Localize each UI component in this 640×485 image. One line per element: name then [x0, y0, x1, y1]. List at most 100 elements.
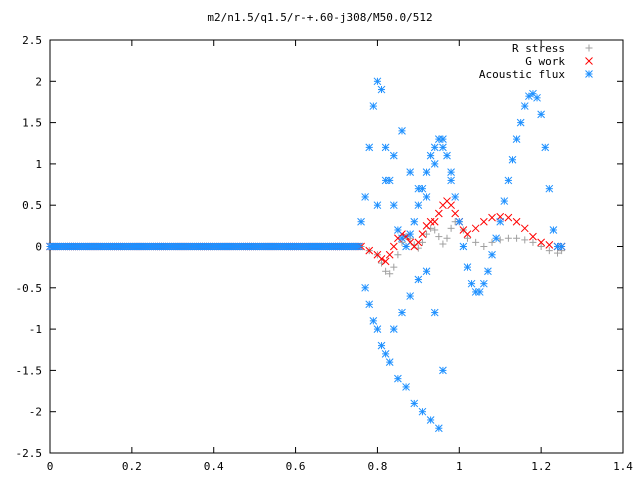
x-tick-label: 1 — [456, 460, 463, 473]
data-point — [529, 238, 537, 246]
data-point — [439, 135, 447, 143]
data-point — [365, 246, 374, 255]
data-point — [377, 85, 386, 94]
legend-label: R stress — [512, 42, 565, 55]
data-point — [381, 350, 390, 358]
data-point — [394, 251, 402, 259]
data-point — [488, 238, 496, 246]
data-point — [422, 168, 431, 177]
y-tick-label: 1 — [35, 158, 42, 171]
data-point — [423, 230, 431, 238]
data-point — [451, 193, 460, 201]
data-point — [422, 193, 431, 201]
x-tick-label: 0 — [47, 460, 54, 473]
data-point — [390, 263, 398, 271]
data-point — [402, 383, 410, 391]
x-tick-label: 0.4 — [204, 460, 224, 473]
data-point — [414, 184, 423, 193]
data-point — [520, 224, 529, 233]
data-point — [443, 234, 451, 242]
data-point — [500, 197, 509, 205]
y-tick-label: -2.5 — [16, 447, 43, 460]
data-point — [504, 176, 513, 185]
legend-marker — [585, 70, 593, 78]
data-point — [406, 292, 415, 300]
data-point — [431, 226, 439, 234]
data-point — [439, 366, 447, 375]
x-tick-label: 1.4 — [613, 460, 633, 473]
data-point — [463, 263, 472, 272]
data-point — [410, 399, 419, 408]
data-point — [488, 213, 496, 222]
y-axis-ticks: -2.5 -2 -1.5 -1 -0.5 0 0.5 1 1.5 2 2.5 — [16, 34, 623, 460]
y-tick-label: 1.5 — [22, 117, 42, 130]
data-point — [427, 224, 435, 232]
data-point — [541, 143, 550, 152]
data-point — [418, 238, 426, 246]
data-point — [426, 416, 435, 424]
data-point — [389, 325, 398, 333]
data-point — [512, 217, 521, 226]
data-point — [504, 234, 512, 242]
x-tick-label: 0.2 — [122, 460, 142, 473]
y-tick-label: -1.5 — [16, 364, 43, 377]
y-tick-label: -0.5 — [16, 282, 43, 295]
data-point — [398, 308, 406, 317]
data-point — [426, 151, 435, 160]
y-tick-label: 2 — [35, 75, 42, 88]
data-point — [386, 270, 394, 278]
series-acoustic-flux — [46, 77, 566, 433]
data-point — [434, 209, 443, 218]
data-point — [406, 230, 415, 238]
data-point — [382, 267, 390, 275]
data-point — [459, 242, 468, 251]
data-point — [361, 193, 370, 201]
data-point — [475, 288, 484, 296]
data-point — [410, 241, 418, 249]
x-axis-ticks: 0 0.2 0.4 0.6 0.8 1 1.2 1.4 — [47, 40, 633, 473]
legend-marker — [585, 57, 593, 65]
data-point — [389, 201, 398, 210]
data-point — [512, 135, 521, 143]
data-point — [385, 358, 394, 366]
data-point — [447, 176, 455, 185]
data-point — [508, 155, 517, 164]
data-point — [488, 250, 496, 259]
data-point — [414, 275, 423, 284]
data-point — [467, 279, 476, 288]
data-point — [418, 230, 427, 238]
data-point — [554, 249, 562, 257]
data-point — [504, 213, 513, 222]
data-point — [557, 242, 566, 251]
data-point — [537, 243, 545, 250]
data-point — [426, 217, 435, 226]
data-point — [521, 236, 529, 244]
data-point — [545, 247, 553, 255]
data-point — [430, 143, 439, 152]
data-point — [430, 308, 439, 317]
data-point — [389, 151, 398, 160]
data-point — [377, 255, 386, 263]
data-point — [414, 238, 423, 247]
data-point — [513, 234, 521, 242]
data-point — [545, 240, 554, 249]
data-point — [369, 102, 378, 110]
y-tick-label: 2.5 — [22, 34, 42, 47]
data-point — [406, 168, 415, 177]
data-point — [451, 209, 460, 218]
data-point — [480, 243, 488, 250]
data-point — [414, 201, 423, 210]
data-point — [484, 267, 492, 276]
chart-title: m2/n1.5/q1.5/r-+.60-j308/M50.0/512 — [207, 11, 432, 24]
data-point — [422, 267, 431, 276]
data-point — [430, 217, 439, 226]
data-point — [377, 341, 386, 350]
y-tick-label: 0 — [35, 241, 42, 254]
data-point — [373, 77, 382, 86]
data-point — [369, 316, 378, 325]
data-point — [381, 176, 390, 185]
data-point — [355, 242, 363, 251]
